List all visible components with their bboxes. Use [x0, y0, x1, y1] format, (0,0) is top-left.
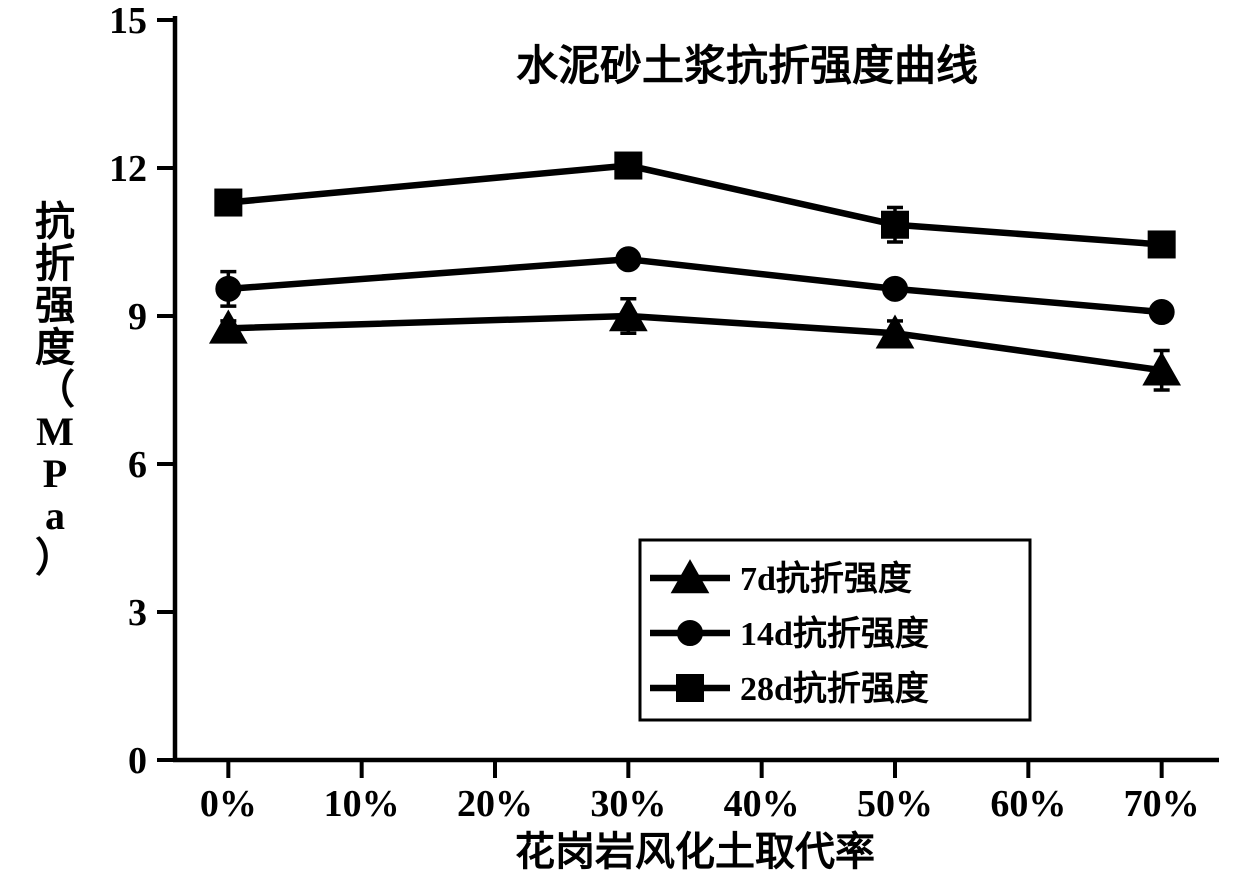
chart-title: 水泥砂土浆抗折强度曲线 [516, 43, 978, 90]
legend-marker [677, 675, 703, 701]
x-tick-label: 50% [857, 783, 933, 825]
y-tick-label: 6 [128, 444, 147, 486]
data-point-marker [216, 277, 240, 301]
legend-label: 7d抗折强度 [740, 559, 912, 598]
y-axis-label-char: M [36, 409, 74, 454]
x-tick-label: 0% [200, 783, 257, 825]
y-axis-label-char: 强 [35, 283, 75, 328]
chart-container: 0 3 6 9 12 15 0% 10% 20% 30% 40% 50% 60% 70% 水泥砂土浆抗折强度… [0, 0, 1240, 894]
x-tick-label: 20% [457, 783, 533, 825]
x-axis-label: 花岗岩风化土取代率 [515, 829, 875, 874]
legend-label: 14d抗折强度 [740, 614, 929, 653]
x-tick-label: 10% [324, 783, 400, 825]
y-axis-label-char: 度 [35, 325, 75, 370]
series-line [228, 166, 1161, 245]
series-line [228, 316, 1161, 370]
data-point-marker [883, 277, 907, 301]
data-point-marker [882, 212, 908, 238]
y-tick-label: 0 [128, 740, 147, 782]
x-tick-label: 60% [990, 783, 1066, 825]
y-tick-label: 3 [128, 592, 147, 634]
chart-svg: 0 3 6 9 12 15 0% 10% 20% 30% 40% 50% 60% 70% 水泥砂土浆抗折强度… [0, 0, 1240, 894]
data-point-marker [616, 247, 640, 271]
y-tick-label: 9 [128, 296, 147, 338]
series-line [228, 259, 1161, 312]
y-tick-label: 15 [109, 0, 147, 42]
legend: 7d抗折强度 14d抗折强度 28d抗折强度 [640, 540, 1030, 720]
y-axis-label-char: （ [35, 367, 75, 412]
y-axis-label-char: P [43, 451, 67, 496]
y-axis-label-char: a [45, 493, 65, 538]
data-point-marker [1149, 231, 1175, 257]
y-axis-label-char: 抗 [35, 199, 75, 244]
data-point-marker [215, 190, 241, 216]
legend-marker [678, 621, 702, 645]
y-axis-label-char: 折 [35, 241, 75, 286]
data-point-marker [1150, 300, 1174, 324]
data-point-marker [615, 153, 641, 179]
x-tick-label: 70% [1124, 783, 1200, 825]
y-axis-label-char: ） [35, 535, 75, 580]
x-tick-label: 30% [590, 783, 666, 825]
legend-label: 28d抗折强度 [740, 669, 929, 708]
x-tick-label: 40% [724, 783, 800, 825]
y-tick-label: 12 [109, 148, 147, 190]
